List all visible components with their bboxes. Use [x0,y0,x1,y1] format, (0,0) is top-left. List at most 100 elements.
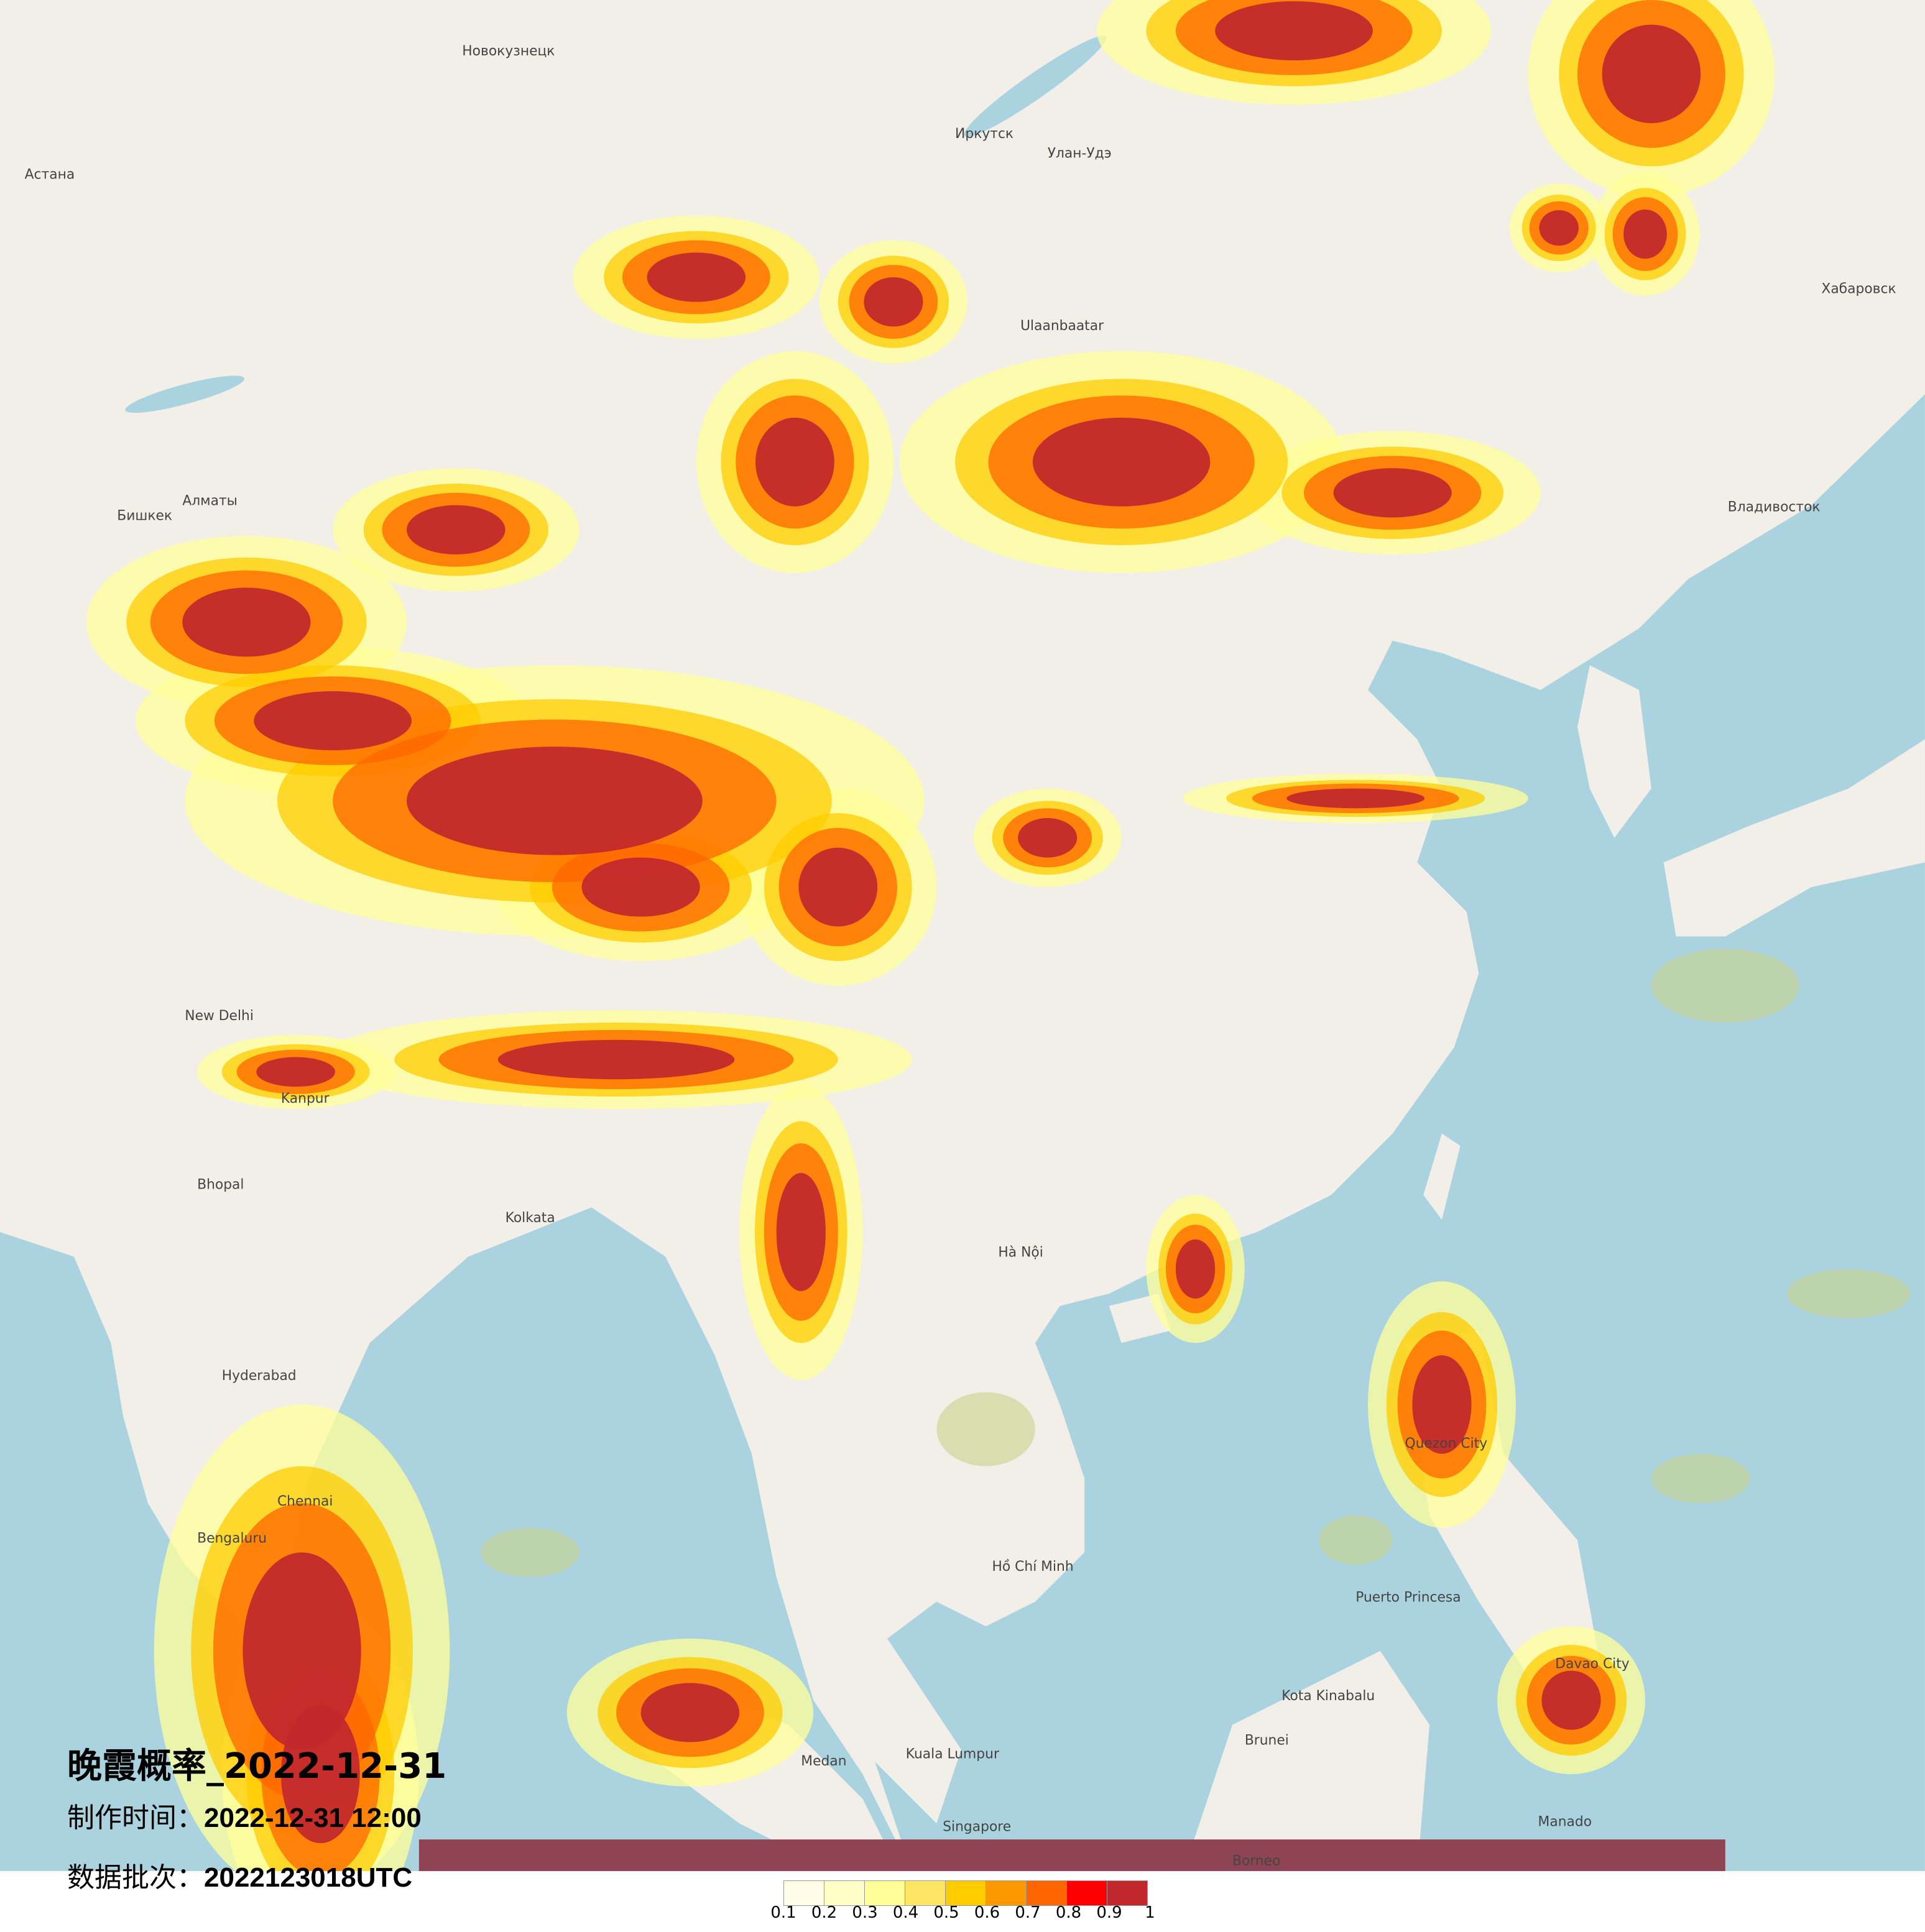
probability-patch [1651,949,1799,1023]
probability-patch [647,252,746,302]
legend-swatch [864,1880,905,1906]
probability-patch [936,1392,1035,1466]
data-batch-value: 2022123018UTC [204,1862,413,1893]
place-label: Kuala Lumpur [906,1746,999,1762]
place-label: Medan [801,1754,846,1769]
probability-patch [480,1527,579,1577]
map-canvas[interactable]: Астана Новокузнецк Иркутск Улан-Удэ Ulaanbaa… [0,0,1925,1871]
probability-strip [418,1839,1725,1871]
place-label: Новокузнецк [462,44,555,59]
probability-patch [256,1057,336,1087]
probability-patch [254,691,412,751]
probability-patch [1623,209,1667,259]
probability-patch [407,747,703,855]
borneo [1183,1650,1430,1871]
data-batch-label: 数据批次： [67,1862,204,1893]
place-label: Bengaluru [197,1530,267,1546]
legend-tick: 0.2 [811,1903,838,1922]
probability-patch [1333,468,1452,518]
place-label: Хабаровск [1821,282,1896,297]
probability-patch [1032,417,1211,507]
place-label: Singapore [943,1819,1011,1834]
legend-swatch [1066,1880,1107,1906]
probability-patch [1286,788,1425,809]
place-label: Davao City [1555,1657,1629,1672]
place-label: Bhopal [197,1177,244,1193]
probability-patch [1018,818,1078,858]
probability-patch [864,277,923,327]
probability-patch [1215,1,1373,61]
production-time-value: 2022-12-31 12:00 [204,1803,422,1833]
place-label: Puerto Princesa [1355,1590,1461,1606]
probability-patch [1175,1239,1216,1299]
production-time-label: 制作时间： [67,1802,204,1834]
place-label: Алматы [182,494,238,509]
probability-patch [1786,1269,1911,1318]
probability-patch [1602,24,1701,124]
legend-tick: 0.4 [892,1903,919,1922]
legend-tick: 0.6 [974,1903,1000,1922]
place-label: Hyderabad [222,1368,297,1384]
legend-tick: 0.8 [1055,1903,1082,1922]
probability-patch [1651,1453,1750,1504]
place-label: Quezon City [1405,1436,1487,1451]
probability-patch [755,417,834,507]
place-label: Астана [25,167,75,182]
place-label: Kolkata [505,1210,555,1226]
legend-swatch [905,1880,946,1906]
lake-balkhash [125,375,245,413]
taiwan [1423,1133,1461,1220]
place-label: Бишкек [117,508,172,523]
legend-swatch [1107,1880,1148,1906]
place-label: Chennai [277,1494,333,1509]
probability-patch [280,1705,360,1844]
korea [1577,665,1651,838]
data-batch: 数据批次：2022123018UTC [67,1855,412,1895]
place-label: Manado [1538,1814,1592,1829]
legend-tick-labels: 0.1 0.2 0.3 0.4 0.5 0.6 0.7 0.8 0.9 1 [770,1903,1181,1928]
place-label: Hồ Chí Minh [992,1559,1074,1575]
legend-tick: 0.1 [770,1903,796,1922]
production-time: 制作时间：2022-12-31 12:00 [67,1795,422,1835]
probability-patch [182,587,311,657]
place-label: Borneo [1232,1854,1280,1869]
pacific-ocean [862,394,1925,1871]
malay-peninsula [801,1478,961,1824]
place-labels: Астана Новокузнецк Иркутск Улан-Удэ Ulaanbaa… [25,44,1896,1869]
legend-tick: 0.9 [1096,1903,1122,1922]
legend-tick: 0.7 [1015,1903,1041,1922]
legend-swatch [783,1880,824,1906]
legend-tick: 0.5 [933,1903,959,1922]
probability-patch [1412,1355,1472,1454]
probability-patch [776,1172,826,1292]
place-label: Kota Kinabalu [1281,1688,1375,1704]
legend-swatch [986,1880,1027,1906]
place-label: Brunei [1245,1733,1289,1749]
place-label: Hà Nội [998,1245,1043,1261]
japan [1663,739,1925,937]
legend-swatch [945,1880,986,1906]
legend-swatch [824,1880,865,1906]
probability-patch [407,505,505,554]
probability-patch [1539,210,1579,246]
place-label: New Delhi [185,1008,254,1024]
place-label: Иркутск [955,126,1013,142]
map-title: 晚霞概率_2022-12-31 [67,1746,447,1787]
place-label: Ulaanbaatar [1020,318,1104,334]
probability-overlay [86,0,1911,1871]
color-legend [783,1880,1148,1906]
place-label: Kanpur [281,1091,330,1106]
legend-tick: 1 [1145,1903,1155,1922]
place-label: Улан-Удэ [1048,146,1112,162]
legend-swatch [1026,1880,1067,1906]
probability-patch [1318,1515,1393,1565]
probability-patch [242,1552,361,1750]
probability-patch [640,1683,740,1742]
place-label: Владивосток [1728,500,1821,515]
probability-patch [581,857,700,917]
probability-patch [798,847,878,927]
legend-tick: 0.3 [852,1903,878,1922]
probability-patch [1541,1670,1601,1730]
probability-patch [497,1039,735,1080]
